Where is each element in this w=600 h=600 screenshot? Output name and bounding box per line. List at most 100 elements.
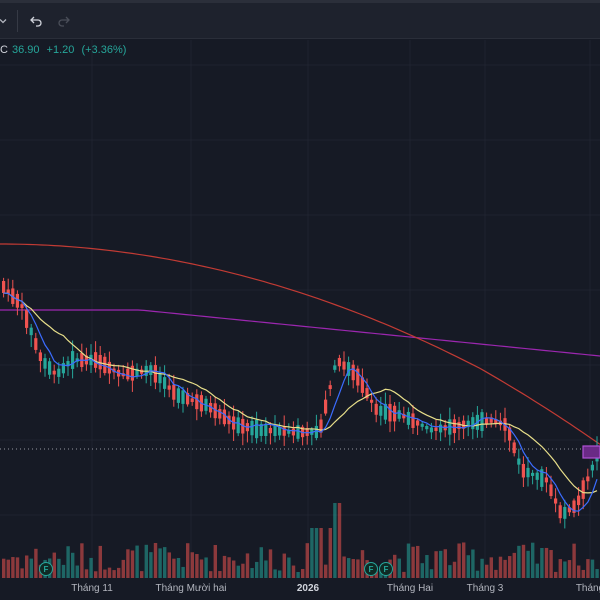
- volume-bar: [314, 528, 319, 578]
- candle-body: [130, 365, 134, 381]
- volume-bar: [572, 543, 576, 578]
- ma-fast-line: [3, 292, 598, 512]
- volume-bar: [268, 549, 273, 578]
- candle-body: [250, 420, 254, 436]
- price-legend: C 36.90 +1.20 (+3.36%): [0, 44, 130, 56]
- undo-icon[interactable]: [25, 10, 47, 32]
- candle-body: [535, 472, 539, 480]
- candle-body: [268, 427, 272, 434]
- volume-bar: [236, 565, 240, 578]
- candle-body: [181, 390, 185, 404]
- volume-bar: [517, 545, 521, 578]
- event-marker-f[interactable]: F: [364, 562, 378, 576]
- volume-bar: [324, 564, 328, 578]
- candle-body: [365, 388, 369, 399]
- volume-bar: [176, 557, 181, 578]
- volume-bar: [521, 544, 526, 578]
- volume-bar: [29, 558, 33, 578]
- volume-bar: [98, 545, 102, 578]
- candle-body: [420, 423, 424, 427]
- volume-bar: [347, 558, 351, 578]
- candle-body: [25, 309, 29, 328]
- candle-body: [172, 384, 176, 400]
- volume-bar: [360, 550, 365, 578]
- volume-bar: [498, 556, 503, 578]
- candle-body: [572, 500, 576, 513]
- volume-bar: [2, 558, 6, 578]
- volume-bar: [544, 547, 549, 578]
- volume-bar: [475, 570, 480, 578]
- x-axis-label: Tháng: [575, 583, 600, 594]
- x-axis-label: Tháng 3: [466, 583, 504, 594]
- volume-bar: [567, 560, 572, 578]
- candle-body: [567, 507, 571, 513]
- volume-bar: [278, 570, 282, 578]
- candle-body: [34, 338, 38, 350]
- candle-body: [480, 412, 484, 432]
- volume-bar: [296, 571, 300, 578]
- volume-bar: [586, 559, 590, 578]
- event-marker-f[interactable]: F: [39, 562, 53, 576]
- candle-body: [508, 427, 512, 441]
- candle-body: [324, 399, 328, 414]
- candle-body: [586, 476, 590, 482]
- candle-body: [163, 377, 167, 389]
- candle-body: [6, 289, 10, 294]
- volume-bar: [425, 555, 429, 578]
- volume-bar: [84, 569, 89, 578]
- ma-mid-line: [3, 292, 598, 494]
- volume-bar: [287, 557, 291, 578]
- volume-bar: [374, 571, 378, 578]
- volume-bar: [512, 552, 516, 578]
- volume-bar: [186, 543, 190, 578]
- candle-body: [94, 352, 98, 368]
- volume-bar: [190, 552, 194, 578]
- candle-body: [347, 362, 351, 376]
- volume-bar: [402, 571, 406, 578]
- candle-body: [485, 418, 489, 424]
- volume-bar: [130, 550, 135, 578]
- candle-body: [15, 293, 19, 308]
- candle-body: [512, 442, 516, 454]
- volume-bar: [494, 569, 498, 578]
- candle-body: [287, 429, 291, 434]
- volume-bar: [158, 548, 162, 578]
- candle-body: [57, 368, 61, 377]
- candle-body: [176, 388, 180, 403]
- volume-bar: [577, 565, 581, 578]
- volume-bar: [80, 543, 84, 578]
- event-marker-f[interactable]: F: [379, 562, 393, 576]
- x-axis-label: 2026: [296, 583, 320, 594]
- candle-body: [406, 411, 410, 425]
- x-axis-label: Tháng Mười hai: [155, 583, 227, 594]
- candle-body: [29, 327, 33, 336]
- volume-bar: [245, 553, 250, 578]
- volume-bar: [351, 559, 355, 578]
- candle-body: [218, 409, 222, 419]
- redo-icon[interactable]: [53, 10, 75, 32]
- candle-body: [590, 464, 594, 471]
- toolbar-edge: [0, 0, 600, 3]
- candle-body: [112, 368, 116, 373]
- chevron-down-icon[interactable]: [0, 10, 14, 32]
- candle-body: [71, 351, 75, 369]
- candle-body: [186, 392, 190, 405]
- volume-bar: [172, 558, 176, 578]
- candle-body: [273, 425, 277, 436]
- volume-bar: [107, 567, 112, 578]
- candle-body: [305, 428, 309, 436]
- volume-bar: [103, 569, 107, 578]
- volume-bar: [319, 528, 323, 578]
- volume-bar: [590, 559, 595, 578]
- candle-body: [291, 428, 295, 436]
- volume-bar: [199, 559, 204, 578]
- candle-body: [388, 403, 392, 422]
- volume-bar: [112, 570, 116, 578]
- candle-body: [282, 427, 286, 436]
- volume-bar: [153, 542, 158, 578]
- candle-body: [356, 368, 360, 386]
- highlight-box[interactable]: [582, 445, 600, 459]
- candle-body: [66, 361, 70, 367]
- candle-body: [402, 413, 406, 419]
